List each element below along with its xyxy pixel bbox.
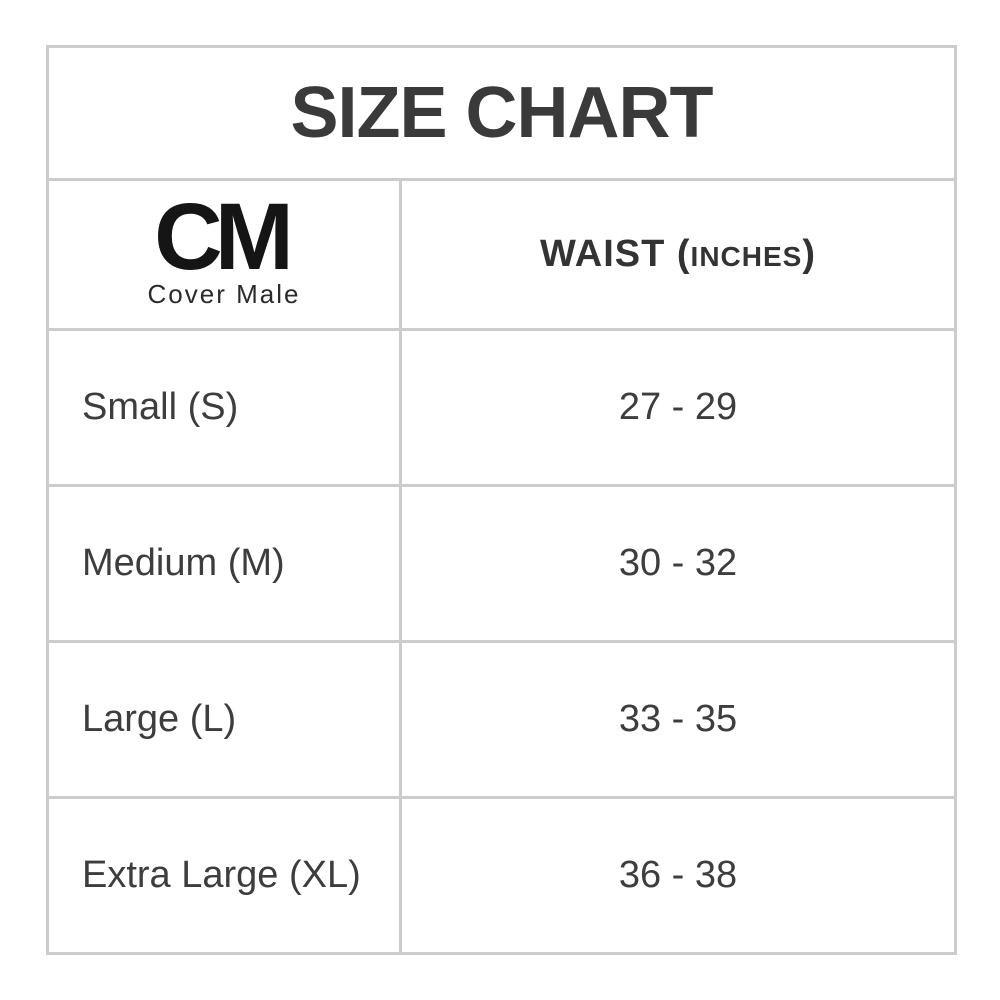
waist-value: 27 - 29 bbox=[618, 386, 738, 428]
brand-logo-mark: CM bbox=[154, 183, 294, 290]
table-row-small: Small (S) 27 - 29 bbox=[46, 328, 957, 487]
waist-header-close-paren: ) bbox=[802, 233, 816, 275]
size-label-cell: Large (L) bbox=[46, 640, 402, 799]
size-label: Extra Large (XL) bbox=[82, 854, 361, 896]
waist-value-cell: 36 - 38 bbox=[399, 796, 957, 955]
size-label: Large (L) bbox=[82, 698, 237, 740]
table-row-extra-large: Extra Large (XL) 36 - 38 bbox=[46, 796, 957, 955]
brand-cell: CM Cover Male bbox=[46, 178, 402, 331]
waist-header-label: WAIST ( bbox=[540, 233, 691, 275]
size-label-cell: Small (S) bbox=[46, 328, 402, 487]
waist-value: 33 - 35 bbox=[618, 698, 738, 740]
title-cell: SIZE CHART bbox=[46, 45, 957, 181]
cover-male-logo: CM Cover Male bbox=[147, 183, 301, 311]
waist-header-cell: WAIST (INCHES) bbox=[399, 178, 957, 331]
title-row: SIZE CHART bbox=[46, 45, 957, 181]
size-label: Medium (M) bbox=[82, 542, 285, 584]
size-label-cell: Extra Large (XL) bbox=[46, 796, 402, 955]
page-title: SIZE CHART bbox=[290, 73, 714, 153]
size-label: Small (S) bbox=[82, 386, 239, 428]
size-label-cell: Medium (M) bbox=[46, 484, 402, 643]
waist-value-cell: 30 - 32 bbox=[399, 484, 957, 643]
brand-logo-name: Cover Male bbox=[147, 279, 301, 310]
size-chart-graphic: SIZE CHART CM Cover Male WAIST (INCHES) … bbox=[46, 45, 957, 955]
waist-value: 36 - 38 bbox=[618, 854, 738, 896]
size-chart-table: SIZE CHART CM Cover Male WAIST (INCHES) … bbox=[46, 45, 957, 955]
waist-header-unit: INCHES bbox=[690, 241, 803, 272]
table-row-medium: Medium (M) 30 - 32 bbox=[46, 484, 957, 643]
header-row: CM Cover Male WAIST (INCHES) bbox=[46, 178, 957, 331]
waist-value-cell: 33 - 35 bbox=[399, 640, 957, 799]
table-row-large: Large (L) 33 - 35 bbox=[46, 640, 957, 799]
waist-value: 30 - 32 bbox=[618, 542, 738, 584]
waist-value-cell: 27 - 29 bbox=[399, 328, 957, 487]
